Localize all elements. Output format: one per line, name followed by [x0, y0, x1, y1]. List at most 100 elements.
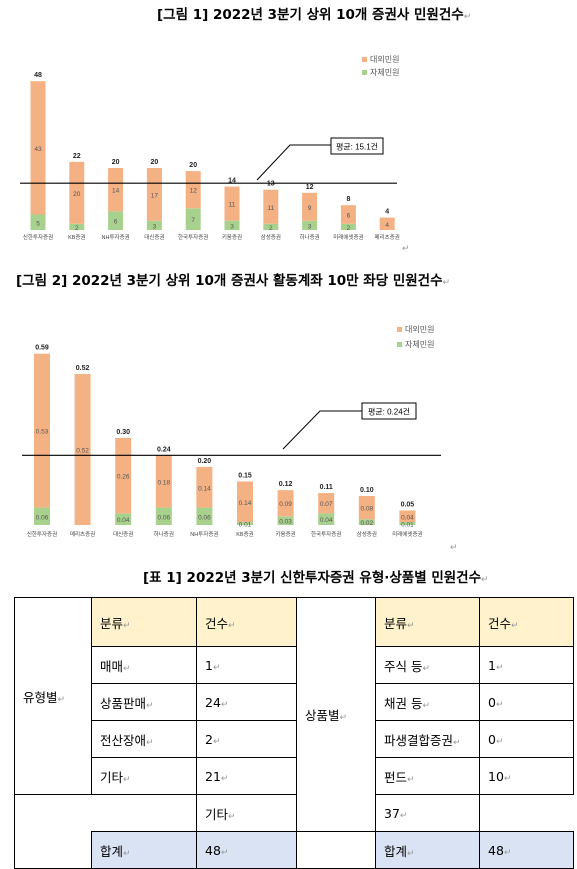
segment-value-label: 0.26	[117, 474, 130, 481]
category-label: 신한투자증권	[27, 530, 57, 538]
category-label: 키움증권	[222, 233, 242, 241]
category-label: 한국투자증권	[311, 530, 341, 538]
total-value-label: 8	[346, 196, 350, 203]
category-label: 신한투자증권	[23, 233, 53, 241]
bar-segment	[185, 208, 201, 230]
segment-value-label: 0.02	[360, 520, 373, 527]
segment-value-label: 14	[112, 188, 120, 195]
right-row-value: 1↵	[479, 646, 574, 684]
right-row-value: 0↵	[479, 720, 574, 758]
segment-value-label: 6	[347, 213, 351, 220]
table1-title: [표 1] 2022년 3분기 신한투자증권 유형·상품별 민원건수↵	[143, 570, 489, 586]
bar-segment	[399, 510, 416, 523]
left-row-value: 24↵	[196, 683, 297, 721]
total-value-label: 13	[267, 181, 275, 188]
segment-value-label: 2	[347, 225, 351, 232]
bar-segment	[30, 81, 46, 215]
right-group-spacer	[296, 831, 376, 869]
segment-value-label: 12	[190, 188, 198, 195]
right-total-value: 48↵	[479, 831, 574, 869]
total-value-label: 0.30	[116, 429, 130, 436]
segment-value-label: 0.08	[360, 506, 373, 513]
right-row-label: 펀드↵	[375, 757, 480, 795]
total-value-label: 4	[385, 209, 389, 216]
bar-segment	[340, 223, 356, 230]
bar-segment	[399, 522, 416, 525]
total-value-label: 20	[112, 159, 120, 166]
average-callout-line	[256, 144, 331, 181]
bar-segment	[196, 507, 213, 525]
bar-segment	[263, 189, 279, 224]
category-label: 미래에셋증권	[392, 530, 422, 538]
segment-value-label: 0.04	[401, 514, 414, 521]
segment-value-label: 43	[34, 146, 42, 153]
left-header-count: 건수↵	[196, 597, 297, 647]
segment-value-label: 20	[73, 191, 81, 198]
total-value-label: 0.15	[238, 472, 252, 479]
legend-label: 대외민원	[405, 324, 434, 334]
left-group-spacer	[14, 831, 92, 869]
segment-value-label: 5	[36, 220, 40, 227]
segment-value-label: 3	[308, 223, 312, 230]
bar-segment	[155, 507, 172, 525]
table1: 유형별↵ 분류↵ 건수↵ 상품별↵ 분류↵ 건수↵ 매매↵ 1↵ 주식 등↵ 1…	[14, 597, 574, 869]
total-value-label: 0.24	[157, 446, 171, 453]
category-label: 미래에셋증권	[333, 233, 363, 241]
bar-segment	[340, 205, 356, 224]
category-label: 삼성증권	[261, 233, 281, 241]
figure1-title: [그림 1] 2022년 3분기 상위 10개 증권사 민원건수↵	[157, 7, 472, 23]
bar-segment	[358, 495, 375, 520]
bar-segment	[277, 490, 294, 517]
total-value-label: 20	[189, 162, 197, 169]
right-row-value: 37↵	[375, 794, 480, 832]
average-callout-line	[282, 410, 362, 450]
average-label: 평균: 0.24건	[368, 407, 410, 417]
total-value-label: 14	[228, 178, 236, 185]
segment-value-label: 2	[269, 225, 273, 232]
left-row-label: 매매↵	[91, 646, 197, 684]
bar-segment	[69, 223, 85, 230]
category-label: 하나증권	[154, 530, 174, 538]
figure2-title: [그림 2] 2022년 3분기 상위 10개 증권사 활동계좌 10만 좌당 …	[16, 273, 451, 289]
bar-segment	[155, 455, 172, 508]
segment-value-label: 0.09	[279, 501, 292, 508]
segment-value-label: 0.04	[117, 517, 130, 524]
right-row-label: 기타↵	[196, 794, 297, 832]
bar-segment	[108, 168, 124, 212]
segment-value-label: 0.07	[320, 501, 333, 508]
category-label: KB증권	[68, 233, 85, 241]
segment-value-label: 0.18	[157, 479, 170, 486]
left-row-label: 기타↵	[91, 757, 197, 795]
right-header-category: 분류↵	[375, 597, 480, 647]
bar-segment	[379, 217, 395, 230]
segment-value-label: 0.04	[320, 517, 333, 524]
total-value-label: 20	[151, 159, 159, 166]
left-group-label: 유형별↵	[14, 597, 92, 795]
segment-value-label: 0.03	[279, 519, 292, 526]
category-label: KB증권	[236, 530, 253, 538]
total-value-label: 48	[34, 72, 42, 79]
bar-segment	[358, 519, 375, 525]
segment-value-label: 0.06	[36, 514, 49, 521]
category-label: 하나증권	[299, 233, 319, 241]
segment-value-label: 0.01	[239, 522, 252, 529]
segment-value-label: 3	[153, 223, 157, 230]
category-label: 대신증권	[113, 530, 133, 538]
legend-label: 자체민원	[405, 339, 434, 349]
total-value-label: 0.12	[279, 481, 293, 488]
segment-value-label: 0.53	[36, 429, 49, 436]
average-label: 평균: 15.1건	[336, 142, 378, 152]
bar-segment	[237, 481, 253, 523]
category-label: 대신증권	[144, 233, 164, 241]
right-row-label: 주식 등↵	[375, 646, 480, 684]
right-header-count: 건수↵	[479, 597, 574, 647]
segment-value-label: 0.06	[198, 514, 211, 521]
category-label: NH투자증권	[190, 530, 218, 538]
paragraph-mark: ↵	[402, 243, 410, 253]
bar-segment	[196, 466, 213, 508]
bar-segment	[30, 214, 46, 230]
category-label: 키움증권	[275, 530, 295, 538]
segment-value-label: 11	[229, 202, 236, 209]
left-row-value: 1↵	[196, 646, 297, 684]
average-callout-box	[330, 137, 384, 155]
